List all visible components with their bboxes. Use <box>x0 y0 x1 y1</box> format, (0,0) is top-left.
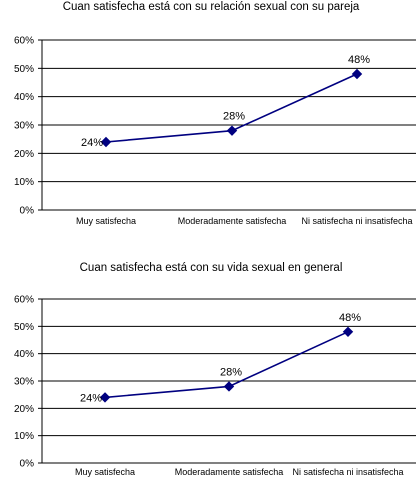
chart1-data-label: 24% <box>81 137 103 149</box>
chart1-data-label: 28% <box>223 111 245 123</box>
chart1-data-point <box>100 136 112 148</box>
chart2-y-tick-label: 50% <box>14 322 34 333</box>
chart1-y-tick-label: 60% <box>14 36 34 47</box>
chart1-y-tick-label: 20% <box>14 149 34 160</box>
chart2-data-point <box>223 381 235 392</box>
chart1-title: Cuan satisfecha está con su relación sex… <box>63 1 360 13</box>
chart2-y-tick-label: 30% <box>14 377 34 388</box>
chart2-x-category-label: Moderadamente satisfecha <box>175 467 284 477</box>
chart2-data-label: 28% <box>220 366 242 378</box>
chart2-x-category-label: Ni satisfecha ni insatisfecha <box>292 467 403 477</box>
chart2-y-tick-label: 10% <box>14 431 34 442</box>
chart1-x-category-label: Ni satisfecha ni insatisfecha <box>301 216 412 226</box>
chart1-y-tick-label: 40% <box>14 92 34 103</box>
chart2-y-tick-label: 40% <box>14 349 34 360</box>
chart2-title: Cuan satisfecha está con su vida sexual … <box>80 262 343 274</box>
chart1-y-tick-label: 10% <box>14 177 34 188</box>
chart2-data-point <box>342 326 354 338</box>
chart2-y-tick-label: 20% <box>14 404 34 415</box>
chart1-x-category-label: Muy satisfecha <box>76 216 136 226</box>
chart2-data-label: 24% <box>80 392 102 404</box>
chart2-data-label: 48% <box>339 312 361 324</box>
chart2-y-tick-label: 60% <box>14 295 34 306</box>
chart1-y-tick-label: 30% <box>14 121 34 132</box>
chart1-data-point <box>351 68 363 80</box>
chart1-data-label: 48% <box>348 54 370 66</box>
chart1-data-point <box>226 125 238 136</box>
chart2-data-point <box>99 392 111 403</box>
chart1-y-tick-label: 50% <box>14 64 34 75</box>
chart1-x-category-label: Moderadamente satisfecha <box>178 216 287 226</box>
chart1-y-tick-label: 0% <box>20 206 35 217</box>
chart2-y-tick-label: 0% <box>20 459 35 470</box>
chart2-x-category-label: Muy satisfecha <box>75 467 135 477</box>
